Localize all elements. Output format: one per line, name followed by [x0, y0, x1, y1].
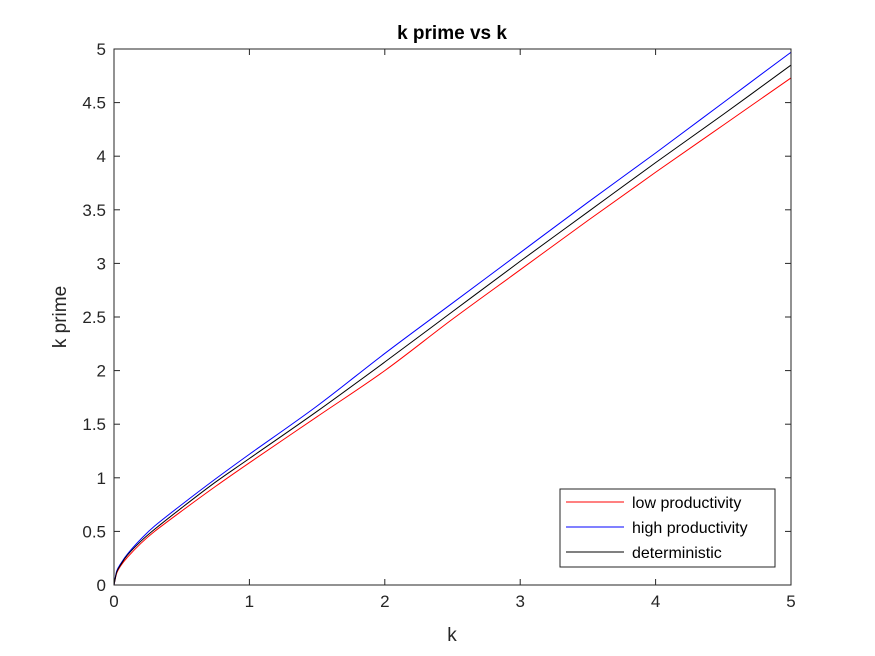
y-tick-label: 4.5 — [82, 94, 106, 113]
x-tick-label: 4 — [651, 592, 660, 611]
series-line-3 — [113, 64, 792, 586]
y-axis-ticks: 0 0.5 1 1.5 2 2.5 3 3.5 4 4.5 5 — [82, 40, 791, 595]
series-line-1 — [113, 77, 792, 586]
y-tick-label: 1.5 — [82, 415, 106, 434]
x-tick-label: 1 — [245, 592, 254, 611]
legend-items: low productivity high productivity determi… — [566, 495, 748, 562]
y-tick-label: 1 — [97, 469, 106, 488]
x-axis-label: k — [447, 625, 457, 646]
series-lines — [113, 51, 792, 586]
y-tick-label: 2.5 — [82, 308, 106, 327]
legend-label: deterministic — [632, 545, 722, 562]
legend-label: low productivity — [632, 495, 741, 512]
y-tick-label: 0 — [97, 576, 106, 595]
y-tick-label: 0.5 — [82, 522, 106, 541]
series-line-2 — [113, 51, 792, 586]
legend: low productivity high productivity determi… — [559, 488, 776, 568]
y-tick-label: 2 — [97, 362, 106, 381]
x-tick-label: 5 — [786, 592, 795, 611]
chart-title: k prime vs k — [397, 23, 507, 44]
x-tick-label: 2 — [380, 592, 389, 611]
y-tick-label: 5 — [97, 40, 106, 59]
x-axis-ticks: 0 1 2 3 4 5 — [109, 49, 796, 611]
y-tick-label: 3 — [97, 254, 106, 273]
y-tick-label: 3.5 — [82, 201, 106, 220]
x-tick-label: 3 — [515, 592, 524, 611]
x-tick-label: 0 — [109, 592, 118, 611]
y-tick-label: 4 — [97, 147, 106, 166]
legend-label: high productivity — [632, 520, 748, 537]
y-axis-label: k prime — [50, 286, 71, 348]
